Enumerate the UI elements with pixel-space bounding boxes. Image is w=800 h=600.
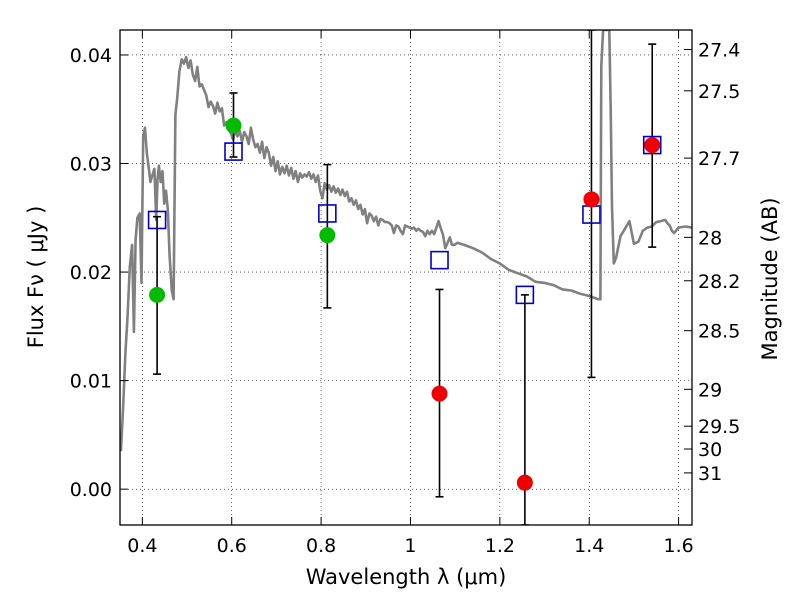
x-tick-label: 0.4	[127, 535, 157, 557]
model-square-marker	[642, 135, 662, 155]
x-tick-label: 1.2	[485, 535, 515, 557]
x-tick-label: 0.6	[217, 535, 247, 557]
red-circle-marker	[644, 137, 661, 154]
model-square-marker	[515, 285, 535, 305]
x-axis-label: Wavelength λ (μm)	[306, 565, 507, 589]
y2-tick-label: 31	[698, 463, 722, 485]
y2-tick-label: 28.2	[698, 271, 740, 293]
red-circle-marker	[431, 385, 448, 402]
gridlines	[120, 30, 692, 525]
x-tick-label: 0.8	[306, 535, 336, 557]
model-square-marker	[147, 210, 167, 230]
model-square-marker	[224, 142, 243, 161]
red-circle-marker	[583, 191, 600, 208]
y-tick-label: 0.01	[70, 371, 112, 393]
y2-tick-label: 28.5	[698, 321, 740, 343]
green-circle-marker	[319, 227, 336, 244]
spectrum-line	[120, 30, 692, 452]
y2-tick-label: 29	[698, 379, 722, 401]
red-circle-marker	[516, 474, 533, 491]
y2-tick-label: 27.7	[698, 148, 740, 170]
y2-tick-label: 28	[698, 227, 722, 249]
y2-tick-label: 29.5	[698, 416, 740, 438]
plot-frame	[119, 29, 693, 526]
plot-area	[120, 30, 692, 525]
x-tick-label: 1.6	[663, 535, 693, 557]
y-tick-label: 0.03	[70, 154, 112, 176]
x-tick-label: 1	[404, 535, 416, 557]
y-axis-label: Flux Fν ( μJy )	[24, 206, 48, 349]
y-tick-label: 0.02	[70, 262, 112, 284]
axis-ticks: 0.4 0.6 0.8 1 1.2 1.4 1.6 0.00 0.01 0.02 0.03 0.04 2…	[70, 30, 740, 557]
green-circle-marker	[225, 117, 242, 134]
model-square-marker	[430, 250, 449, 270]
green-circle-marker	[149, 286, 166, 303]
y2-tick-label: 30	[698, 439, 722, 461]
y-tick-label: 0.04	[70, 45, 112, 67]
model-square-marker	[318, 204, 337, 223]
x-tick-label: 1.4	[574, 535, 604, 557]
y2-axis-label: Magnitude (AB)	[758, 197, 782, 360]
y-tick-label: 0.00	[70, 479, 112, 501]
y2-tick-label: 27.5	[698, 81, 740, 103]
y2-tick-label: 27.4	[698, 40, 740, 62]
